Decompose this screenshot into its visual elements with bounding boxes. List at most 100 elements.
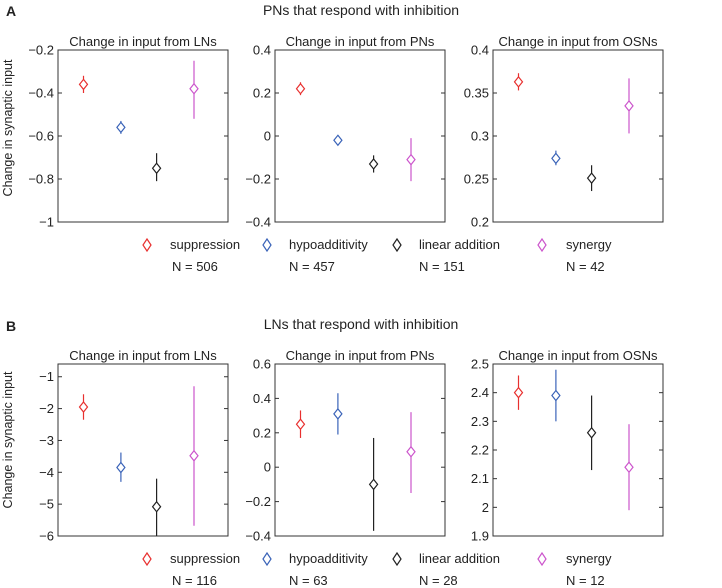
legend-label-synergy: synergy: [566, 237, 612, 252]
marker-linear-addition: [368, 157, 379, 170]
marker-synergy: [406, 153, 416, 166]
legend-marker-hypoadditivity: [262, 551, 272, 567]
legend-marker-hypoadditivity: [262, 237, 272, 253]
axes-frame: [274, 49, 446, 223]
legend-marker-suppression: [142, 237, 152, 253]
subplot-a-1: Change in input from LNs −1 −0.8 −0.6 −0.4 −0…: [28, 34, 229, 230]
y-tick-label: 0.2: [253, 425, 271, 440]
axes-frame: [57, 363, 229, 537]
data-point-hypoadditivity: [116, 120, 126, 134]
y-tick-label: −4: [39, 465, 54, 480]
y-tick-label: 0.25: [464, 172, 489, 187]
data-point-suppression: [295, 410, 306, 438]
marker-suppression: [295, 82, 306, 95]
legend-label-hypoadditivity: hypoadditivity: [289, 551, 368, 566]
y-tick-label: 0.4: [471, 43, 489, 58]
panel-label-a: A: [6, 3, 16, 19]
legend-a-item-suppression: suppression: [142, 237, 240, 253]
data-point-synergy: [624, 78, 634, 134]
legend-label-linear-addition: linear addition: [419, 551, 500, 566]
subplot-title: Change in input from LNs: [69, 348, 217, 363]
subplot-title: Change in input from OSNs: [499, 348, 658, 363]
y-tick-label: 2.2: [471, 443, 489, 458]
y-tick-label: 2: [482, 500, 489, 515]
marker-linear-addition: [586, 426, 597, 439]
legend-b: suppression hypoadditivity linear additi…: [142, 551, 612, 588]
legend-a-item-hypoadditivity: hypoadditivity: [262, 237, 368, 253]
legend-marker-linear-addition: [392, 551, 402, 567]
marker-suppression: [78, 78, 89, 91]
subplot-a-3: Change in input from OSNs 0.2 0.25 0.3 0.35 0…: [464, 34, 664, 230]
n-label-b-hypoadditivity: N = 63: [289, 573, 328, 588]
y-tick-label: −0.2: [245, 172, 271, 187]
subplot-title: Change in input from OSNs: [499, 34, 658, 49]
marker-synergy: [189, 82, 199, 95]
marker-linear-addition: [586, 172, 597, 185]
marker-hypoadditivity: [333, 134, 343, 147]
data-point-synergy: [189, 60, 199, 119]
marker-suppression: [513, 386, 524, 399]
data-point-synergy: [624, 424, 634, 511]
subplot-b-1: Change in input from LNs −6 −5 −4 −3 −2 −1: [39, 348, 229, 544]
n-label-b-linear-addition: N = 28: [419, 573, 458, 588]
data-point-hypoadditivity: [333, 393, 343, 435]
y-tick-label: 0.35: [464, 86, 489, 101]
legend-marker-synergy: [537, 237, 547, 253]
marker-hypoadditivity: [116, 121, 126, 134]
legend-a-item-linear-addition: linear addition: [392, 237, 500, 253]
subplot-a-2: Change in input from PNs −0.4 −0.2 0 0.2 0.4: [245, 34, 446, 230]
subplot-title: Change in input from PNs: [286, 348, 435, 363]
plot-area: Change in input from LNs −1 −0.8 −0.6 −0.4 −0…: [28, 34, 664, 544]
y-tick-label: −0.2: [28, 43, 54, 58]
n-label-a-suppression: N = 506: [172, 259, 218, 274]
marker-suppression: [78, 401, 89, 413]
axes-frame: [274, 363, 446, 537]
data-point-linear-addition: [151, 153, 162, 182]
y-tick-label: 0.6: [253, 357, 271, 372]
data-point-hypoadditivity: [116, 452, 126, 482]
data-point-synergy: [406, 138, 416, 182]
subplot-title: Change in input from PNs: [286, 34, 435, 49]
legend-a-item-synergy: synergy: [537, 237, 612, 253]
n-label-a-linear-addition: N = 151: [419, 259, 465, 274]
y-tick-label: 0: [264, 460, 271, 475]
legend-b-item-hypoadditivity: hypoadditivity: [262, 551, 368, 567]
data-point-suppression: [78, 394, 89, 420]
legend-b-item-synergy: synergy: [537, 551, 612, 567]
legend-marker-synergy: [537, 551, 547, 567]
n-label-b-suppression: N = 116: [172, 573, 217, 588]
data-point-hypoadditivity: [551, 150, 561, 166]
marker-linear-addition: [151, 500, 162, 513]
y-tick-label: 0.4: [253, 391, 271, 406]
y-tick-label: −0.8: [28, 172, 54, 187]
panel-b-ylabel: Change in synaptic input: [1, 371, 15, 508]
legend-label-suppression: suppression: [170, 551, 240, 566]
legend-label-hypoadditivity: hypoadditivity: [289, 237, 368, 252]
y-tick-label: −1: [39, 215, 54, 230]
n-label-b-synergy: N = 12: [566, 573, 605, 588]
y-tick-label: −1: [39, 369, 54, 384]
marker-synergy: [624, 461, 634, 474]
panel-a-title: PNs that respond with inhibition: [263, 2, 459, 18]
y-tick-label: 0.2: [253, 86, 271, 101]
marker-hypoadditivity: [551, 152, 561, 165]
data-point-synergy: [406, 412, 416, 493]
data-point-hypoadditivity: [551, 369, 561, 422]
marker-hypoadditivity: [551, 389, 561, 402]
data-point-hypoadditivity: [333, 134, 343, 147]
marker-linear-addition: [368, 478, 379, 491]
legend-label-linear-addition: linear addition: [419, 237, 500, 252]
subplot-title: Change in input from LNs: [69, 34, 217, 49]
y-tick-label: 2.4: [471, 385, 489, 400]
data-point-suppression: [78, 75, 89, 93]
marker-synergy: [624, 99, 634, 112]
marker-hypoadditivity: [333, 407, 343, 420]
y-tick-label: 1.9: [471, 529, 489, 544]
y-tick-label: −3: [39, 433, 54, 448]
panel-a-ylabel: Change in synaptic input: [1, 59, 15, 196]
marker-synergy: [189, 449, 199, 462]
y-tick-label: 2.3: [471, 414, 489, 429]
panel-b-title: LNs that respond with inhibition: [264, 316, 459, 332]
legend-marker-suppression: [142, 551, 152, 567]
